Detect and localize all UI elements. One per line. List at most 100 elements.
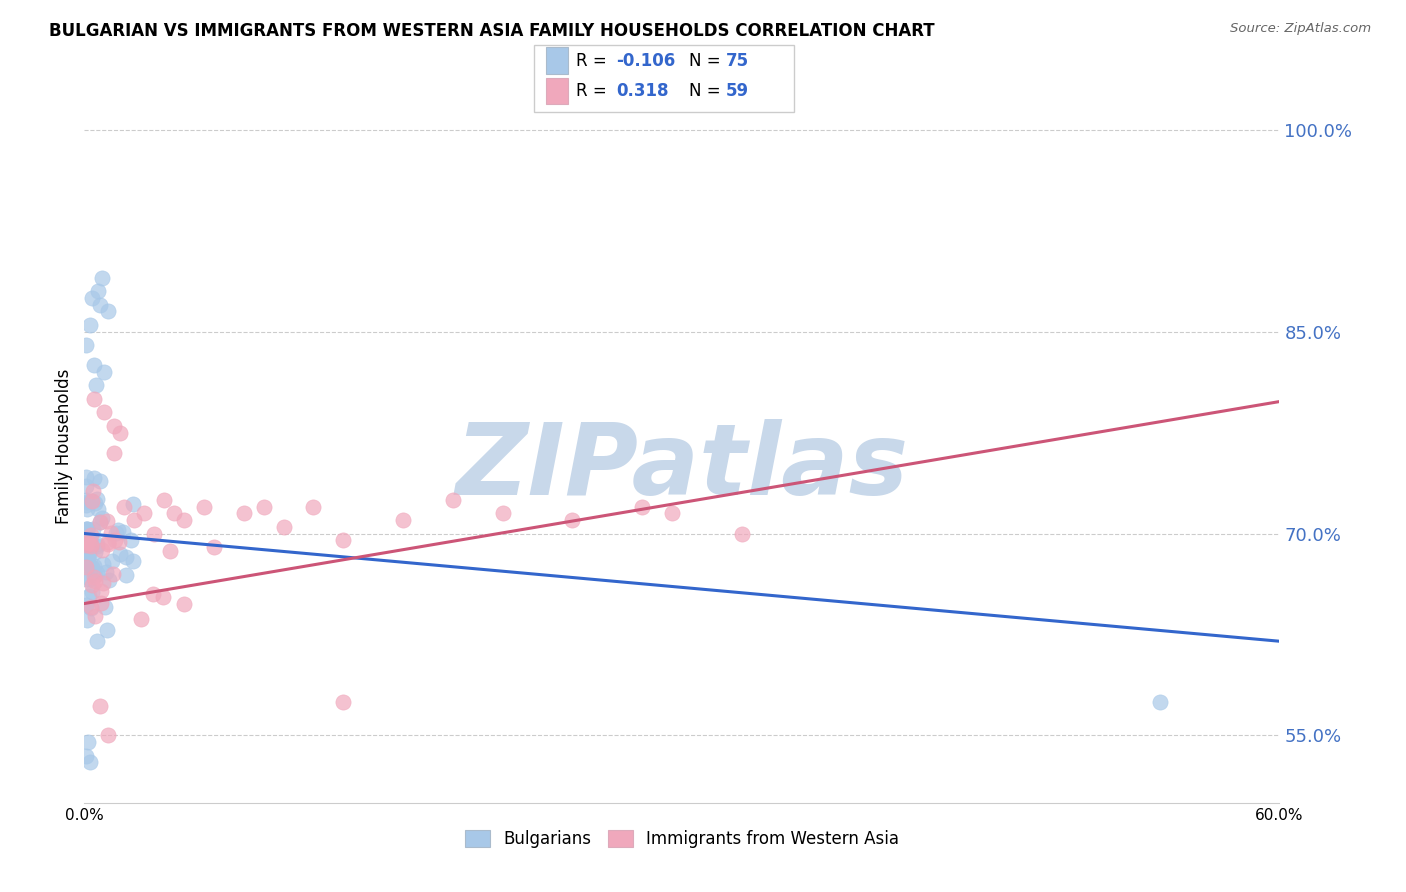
Point [77,560,100,574]
Point [84,609,107,624]
Point [75,524,97,538]
Point [332,533,354,548]
Point [76,522,98,536]
Point [302,500,325,514]
Point [82,559,104,574]
Point [104,526,127,541]
Point [122,513,145,527]
Point [122,497,145,511]
Point [97,729,120,743]
Point [76,556,98,570]
Point [561,513,583,527]
Point [98,574,121,588]
Point [75,498,97,512]
Point [80,536,103,550]
Point [82,522,104,536]
Point [80,600,103,615]
Point [79,558,101,572]
Point [77,541,100,555]
Point [91,557,114,571]
Point [76,495,98,509]
Point [143,526,166,541]
Point [661,506,683,520]
Point [75,599,97,613]
Text: 0.318: 0.318 [616,82,668,100]
Point [89,298,111,312]
Point [90,511,112,525]
Point [273,520,295,534]
Point [253,500,276,514]
Point [79,572,101,586]
Point [86,537,108,551]
Text: N =: N = [689,82,725,100]
Point [80,601,103,615]
Point [153,492,176,507]
Point [80,527,103,541]
Point [731,526,754,541]
Text: -0.106: -0.106 [616,52,675,70]
Point [104,533,127,547]
Point [159,544,181,558]
Point [79,547,101,561]
Point [79,756,101,770]
Y-axis label: Family Households: Family Households [55,368,73,524]
Point [112,500,135,514]
Point [83,471,105,485]
Point [84,567,107,582]
Text: ZIPatlas: ZIPatlas [456,419,908,516]
Point [101,554,124,568]
Point [107,534,129,549]
Point [94,565,117,579]
Point [82,578,104,592]
Point [193,500,215,514]
Point [173,513,195,527]
Point [86,502,108,516]
Point [87,284,110,298]
Point [86,566,108,581]
Point [75,552,97,566]
Point [83,392,105,406]
Point [93,405,115,419]
Point [89,698,111,713]
Point [89,515,111,529]
Point [75,522,97,536]
Point [76,523,98,537]
Point [96,623,118,637]
Point [108,548,131,562]
Point [163,506,186,520]
Point [82,585,104,599]
Point [75,748,97,763]
Point [76,523,98,537]
Point [103,567,125,582]
Point [82,484,104,499]
Legend: Bulgarians, Immigrants from Western Asia: Bulgarians, Immigrants from Western Asia [458,823,905,855]
Text: 59: 59 [725,82,748,100]
Point [232,506,254,520]
Point [332,695,354,709]
Point [75,470,97,484]
Point [114,550,136,565]
Text: BULGARIAN VS IMMIGRANTS FROM WESTERN ASIA FAMILY HOUSEHOLDS CORRELATION CHART: BULGARIAN VS IMMIGRANTS FROM WESTERN ASI… [49,22,935,40]
Text: R =: R = [576,82,617,100]
Point [89,515,111,529]
Point [110,425,132,440]
Point [86,491,108,506]
Point [80,539,103,553]
Point [392,513,415,527]
Text: R =: R = [576,52,613,70]
Point [80,494,103,508]
Point [86,634,108,648]
Point [122,554,145,568]
Point [79,533,101,547]
Point [77,536,100,550]
Point [97,304,120,318]
Point [1149,695,1171,709]
Point [76,501,98,516]
Point [142,587,165,601]
Point [103,446,125,460]
Point [631,500,654,514]
Point [492,506,515,520]
Point [84,574,107,589]
Point [152,590,174,604]
Point [112,524,135,539]
